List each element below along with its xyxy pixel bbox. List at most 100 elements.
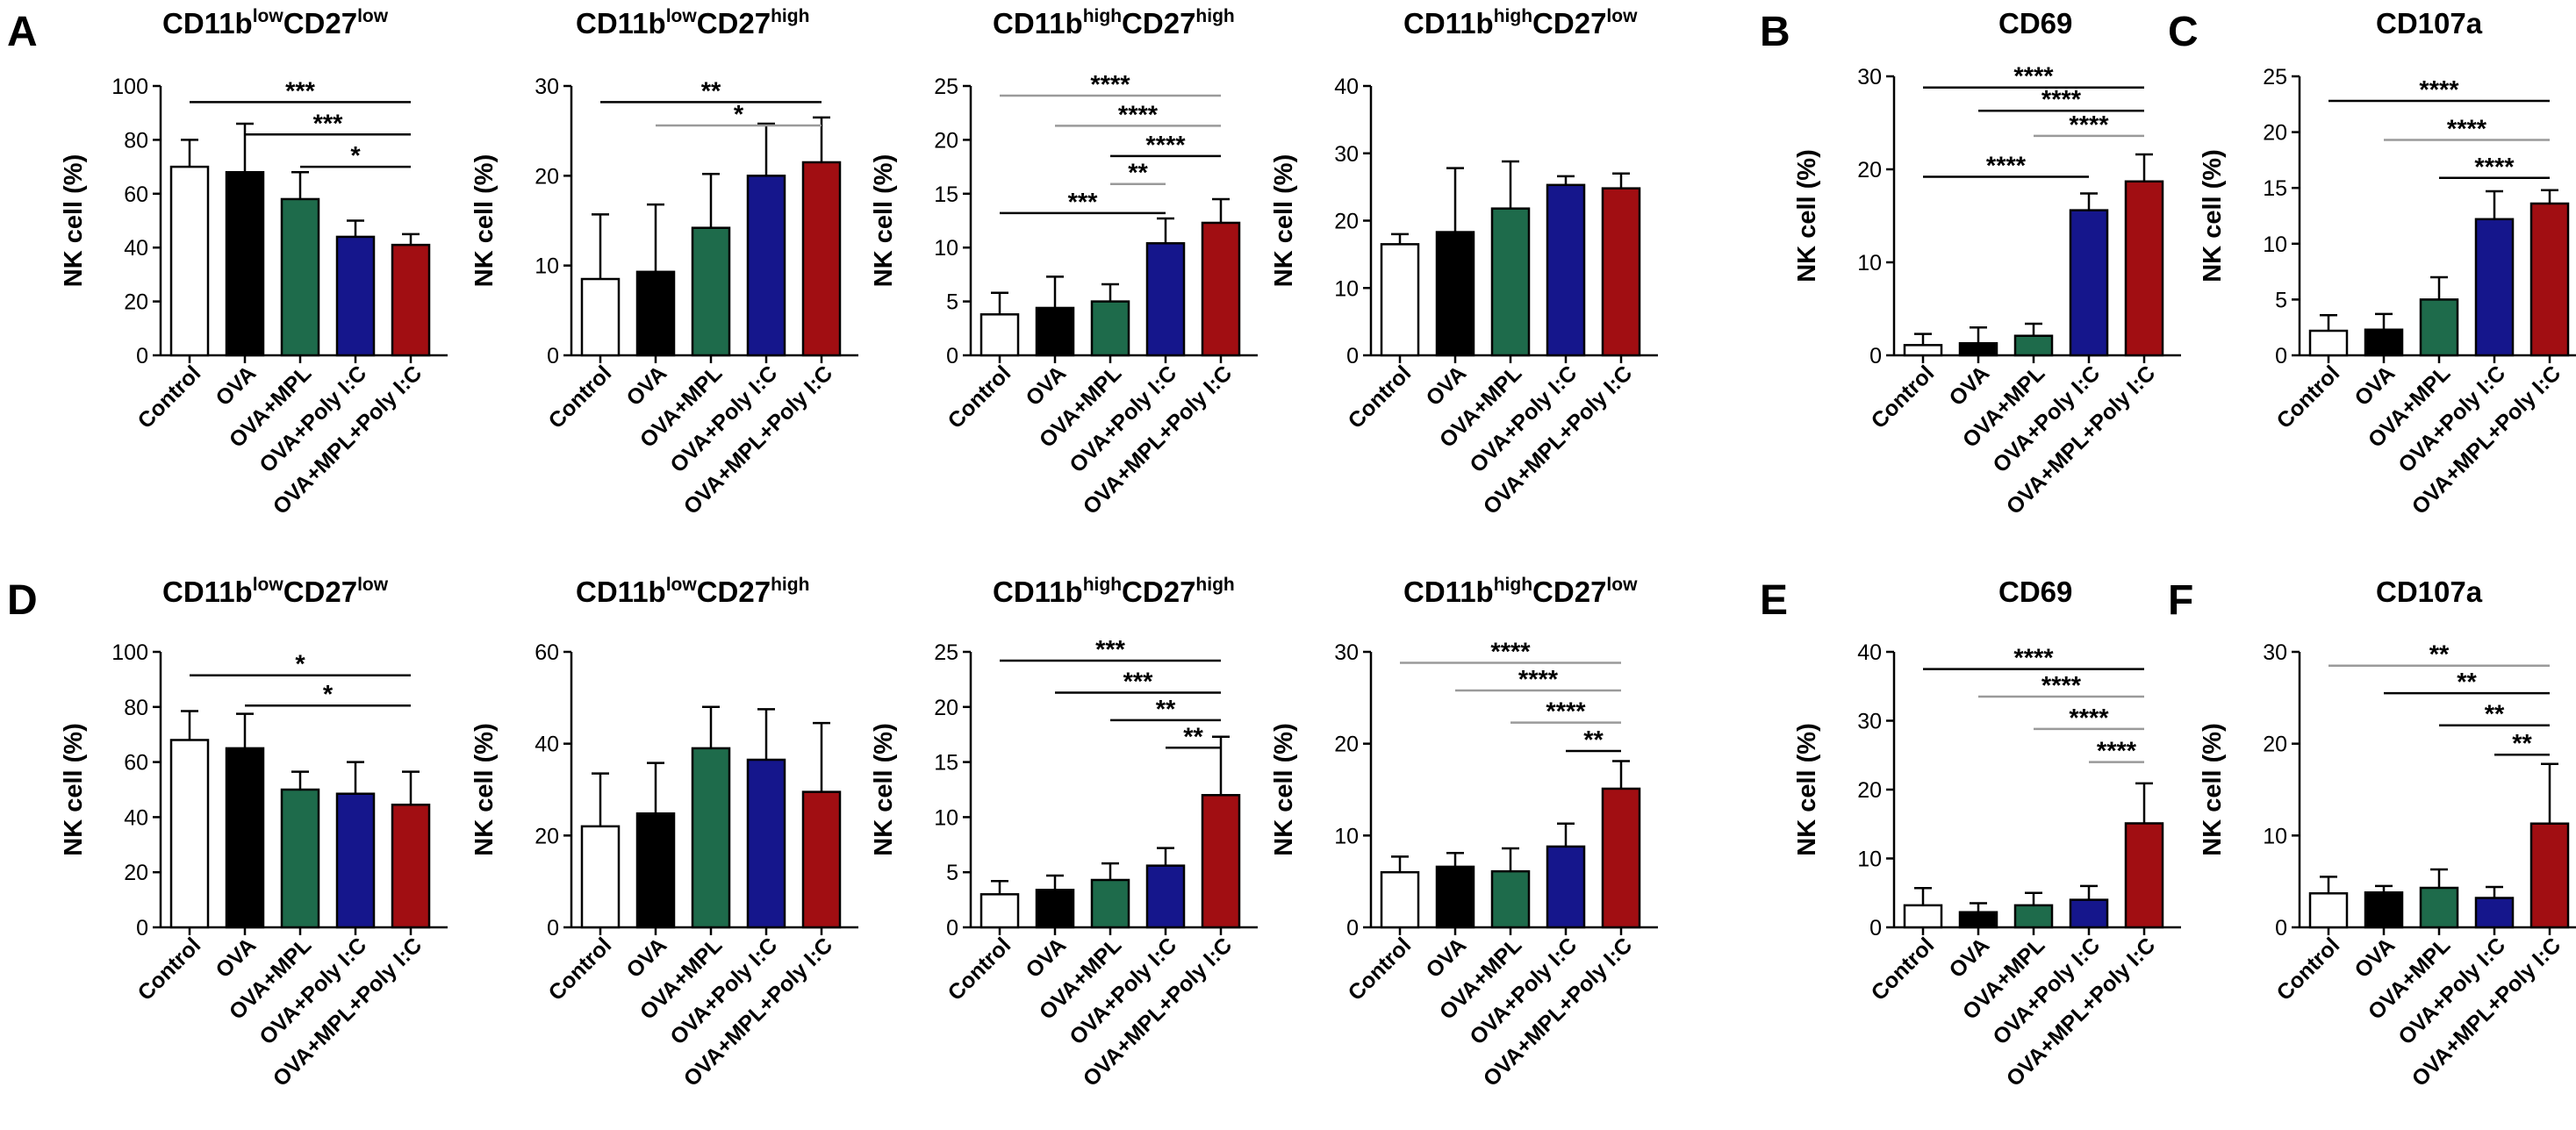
- y-tick-label: 0: [547, 344, 559, 368]
- y-axis-label: NK cell (%): [1270, 154, 1298, 287]
- title-superscript: low: [253, 575, 284, 595]
- y-tick-label: 100: [111, 75, 148, 99]
- title-segment: CD107a: [2376, 576, 2483, 608]
- chart-title: CD69: [1998, 576, 2072, 608]
- title-superscript: low: [666, 6, 698, 26]
- y-tick-label: 0: [1869, 916, 1882, 940]
- bar-4: [801, 790, 842, 929]
- x-tick-label: OVA: [1021, 361, 1071, 411]
- significance-label: ***: [313, 110, 344, 138]
- bar-2: [2013, 904, 2054, 929]
- x-tick-label: OVA: [1021, 933, 1071, 983]
- y-axis-label: NK cell (%): [870, 154, 898, 287]
- bar-3: [2474, 218, 2515, 357]
- bar-2: [280, 197, 320, 357]
- title-superscript: low: [1606, 6, 1638, 26]
- chart-panel-d4: CD11bhighCD27low 0 10 20 30 NK cell (%) Contro…: [1270, 575, 1658, 1091]
- significance-label: **: [1156, 696, 1176, 724]
- significance-label: *: [350, 142, 361, 170]
- x-tick-label: OVA: [1421, 361, 1471, 411]
- y-tick-label: 5: [946, 290, 958, 315]
- y-axis-label: NK cell (%): [60, 154, 88, 287]
- significance-label: *: [323, 681, 334, 709]
- title-superscript: high: [1195, 575, 1234, 595]
- title-segment: CD27: [283, 7, 357, 39]
- bar-1: [1435, 231, 1475, 357]
- y-tick-label: 0: [136, 916, 148, 940]
- panel-letter: F: [2168, 577, 2193, 624]
- y-tick-label: 0: [136, 344, 148, 368]
- chart-title: CD107a: [2376, 7, 2483, 39]
- chart-title: CD11blowCD27low: [162, 6, 389, 39]
- bar-3: [1145, 864, 1186, 929]
- significance-label: ****: [1546, 698, 1586, 726]
- title-segment: CD69: [1998, 7, 2072, 39]
- x-tick-label: OVA: [621, 933, 671, 983]
- significance-label: ****: [2474, 154, 2515, 182]
- x-tick-label: Control: [133, 361, 206, 433]
- y-tick-label: 10: [934, 805, 958, 830]
- title-superscript: low: [253, 6, 284, 26]
- bar-2: [2419, 298, 2459, 357]
- y-tick-label: 40: [535, 733, 559, 757]
- significance-label: **: [2457, 669, 2477, 697]
- y-tick-label: 20: [934, 128, 958, 153]
- bar-3: [746, 175, 786, 357]
- y-axis-label: NK cell (%): [60, 723, 88, 855]
- y-tick-label: 30: [2263, 640, 2287, 665]
- y-tick-label: 10: [535, 254, 559, 279]
- chart-title: CD11blowCD27high: [576, 575, 809, 608]
- title-segment: CD27: [1532, 7, 1606, 39]
- title-superscript: low: [666, 575, 698, 595]
- significance-label: ***: [1068, 189, 1099, 217]
- significance-label: **: [701, 77, 721, 105]
- title-segment: CD107a: [2376, 7, 2483, 39]
- title-segment: CD27: [1122, 7, 1195, 39]
- y-tick-label: 0: [946, 344, 958, 368]
- y-tick-label: 10: [1334, 824, 1359, 848]
- significance-label: ***: [285, 77, 316, 105]
- y-tick-label: 10: [1334, 276, 1359, 301]
- significance-label: **: [1183, 723, 1203, 751]
- y-tick-label: 60: [535, 640, 559, 665]
- x-tick-label: Control: [544, 361, 617, 433]
- bar-0: [979, 313, 1020, 357]
- y-tick-label: 10: [1857, 848, 1882, 872]
- x-tick-label: Control: [1867, 361, 1940, 433]
- y-tick-label: 5: [946, 861, 958, 885]
- bar-1: [1035, 306, 1075, 357]
- x-tick-label: Control: [944, 361, 1016, 433]
- panel-letter: D: [7, 577, 38, 624]
- bar-3: [746, 758, 786, 929]
- y-tick-label: 30: [1857, 65, 1882, 89]
- bar-1: [635, 270, 676, 357]
- chart-title: CD11blowCD27high: [576, 6, 809, 39]
- title-segment: CD27: [697, 576, 771, 608]
- title-segment: CD11b: [576, 7, 666, 39]
- significance-label: ****: [2419, 76, 2459, 104]
- bar-4: [391, 804, 431, 929]
- significance-label: **: [2512, 730, 2532, 758]
- title-superscript: low: [357, 6, 389, 26]
- significance-label: ****: [1145, 132, 1186, 160]
- chart-title: CD11bhighCD27low: [1403, 6, 1638, 39]
- y-axis-label: NK cell (%): [470, 154, 499, 287]
- title-segment: CD11b: [1403, 7, 1494, 39]
- panel-letter: E: [1760, 577, 1788, 624]
- title-segment: CD27: [283, 576, 357, 608]
- y-tick-label: 20: [124, 861, 148, 885]
- chart-title: CD11bhighCD27high: [993, 575, 1235, 608]
- significance-label: ****: [1518, 666, 1559, 694]
- y-tick-label: 15: [934, 182, 958, 207]
- y-tick-label: 30: [1857, 710, 1882, 734]
- y-tick-label: 0: [1869, 344, 1882, 368]
- bar-0: [2308, 892, 2349, 929]
- y-tick-label: 40: [1334, 75, 1359, 99]
- y-tick-label: 40: [1857, 640, 1882, 665]
- chart-title: CD69: [1998, 7, 2072, 39]
- y-axis-label: NK cell (%): [1270, 723, 1298, 855]
- y-tick-label: 20: [1334, 210, 1359, 234]
- bar-4: [2124, 180, 2164, 357]
